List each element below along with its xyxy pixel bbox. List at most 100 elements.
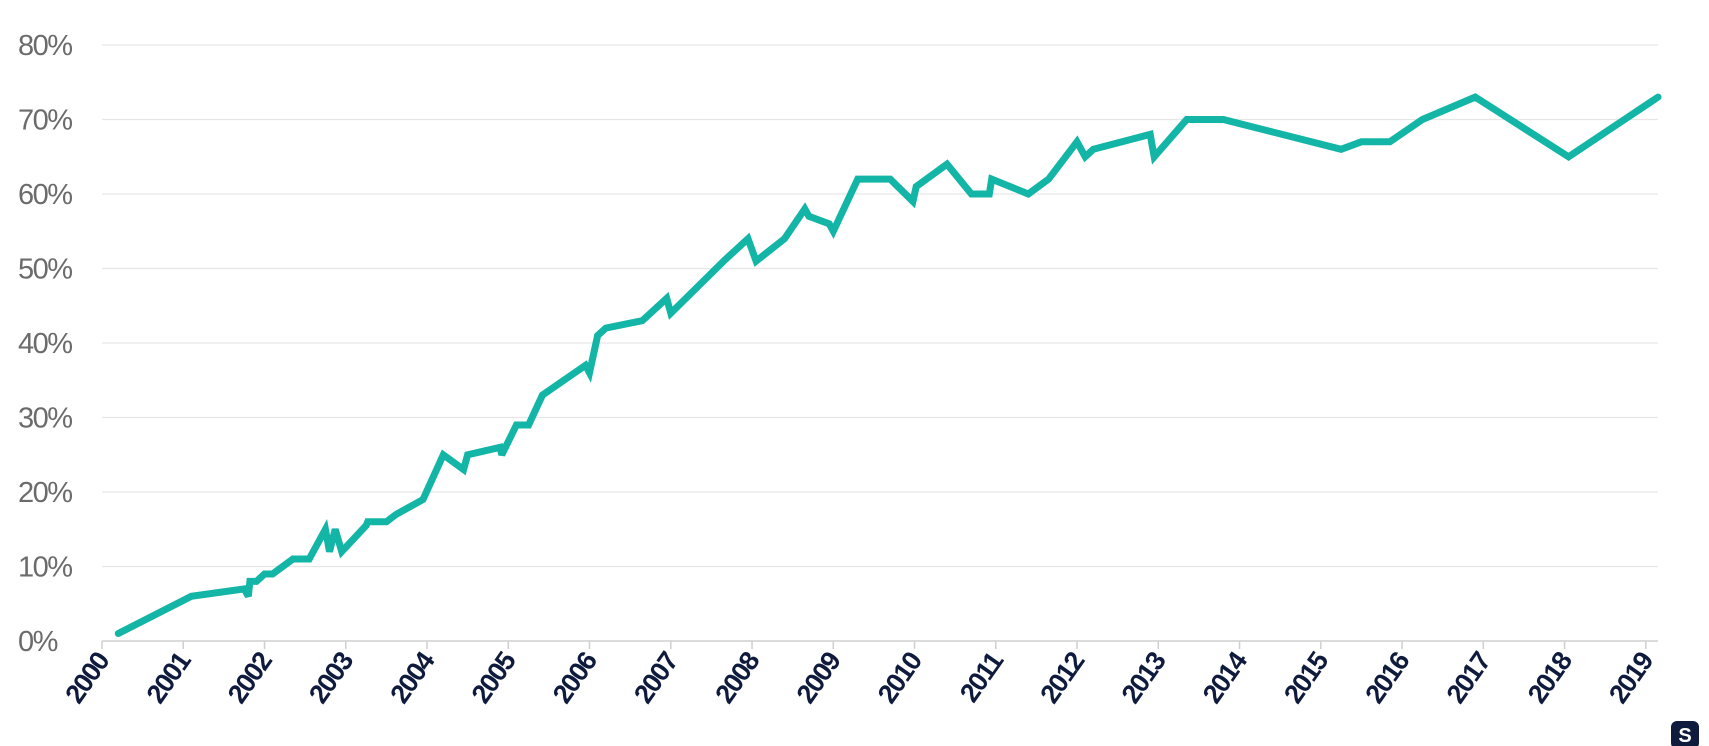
brand-logo-icon: S: [1671, 721, 1699, 746]
data-point: [804, 208, 806, 210]
x-tick-label: 2016: [1359, 646, 1415, 709]
data-point: [385, 521, 387, 523]
data-point: [1474, 96, 1476, 98]
data-point: [970, 193, 972, 195]
data-point: [589, 372, 590, 374]
x-tick-label: 2018: [1522, 646, 1578, 709]
data-point: [367, 521, 369, 523]
data-point: [857, 178, 859, 180]
y-tick-label: 20%: [18, 477, 72, 509]
data-point: [670, 312, 672, 314]
data-point: [1389, 141, 1391, 143]
data-point: [467, 454, 469, 456]
x-tick-label: 2017: [1441, 647, 1497, 709]
series-layer: [114, 93, 1662, 637]
data-point: [755, 260, 757, 262]
data-point: [243, 588, 245, 590]
data-point: [597, 335, 599, 337]
data-point: [264, 573, 265, 575]
logo-text: S: [1678, 725, 1691, 746]
data-point: [422, 499, 424, 500]
x-tick-label: 2012: [1034, 647, 1090, 709]
data-point: [292, 558, 294, 560]
data-point: [747, 238, 749, 240]
data-point: [255, 580, 257, 582]
gridlines: [102, 44, 1658, 568]
x-tick-label: 2004: [384, 646, 440, 709]
data-point: [1657, 96, 1659, 98]
data-point: [1568, 156, 1570, 158]
x-axis: 2000 2001 2002 2003 2004 2005 2006 2007 2008 2009…: [59, 640, 1660, 709]
data-point: [1084, 156, 1086, 158]
data-point: [365, 525, 367, 526]
data-point: [395, 513, 397, 515]
data-point: [784, 238, 785, 240]
x-tick-label: 2000: [59, 647, 115, 709]
data-point: [334, 528, 336, 530]
data-point: [1149, 133, 1151, 135]
data-point: [442, 454, 444, 456]
x-tick-label: 2006: [547, 646, 603, 709]
data-point: [1421, 119, 1423, 120]
data-point: [341, 551, 343, 553]
data-point: [1048, 178, 1050, 180]
logo-badge: [1671, 721, 1699, 746]
y-tick-label: 70%: [18, 105, 72, 137]
data-point: [324, 528, 326, 530]
data-point: [499, 446, 501, 448]
data-point: [249, 580, 251, 582]
x-tick-label: 2019: [1603, 646, 1659, 709]
data-point: [912, 200, 914, 202]
data-point: [585, 364, 586, 366]
data-point: [541, 394, 543, 396]
data-point: [666, 297, 668, 299]
data-point: [641, 320, 643, 322]
data-point: [463, 469, 465, 471]
data-point: [501, 454, 503, 456]
y-tick-label: 40%: [18, 328, 72, 360]
data-point: [889, 178, 891, 180]
y-tick-label: 50%: [18, 254, 72, 286]
data-point: [1186, 119, 1188, 120]
x-tick-label: 2003: [303, 646, 359, 709]
data-point: [808, 215, 810, 217]
data-point: [190, 595, 192, 597]
data-point: [1340, 148, 1342, 150]
data-point: [988, 193, 990, 195]
data-point: [723, 260, 725, 262]
y-axis-tick-labels: 0% 10% 20% 30% 40% 50% 60% 70% 80%: [18, 30, 74, 658]
data-point: [308, 558, 310, 560]
y-tick-label: 10%: [18, 552, 72, 584]
x-tick-label: 2009: [791, 646, 847, 709]
data-point: [1360, 141, 1362, 143]
x-tick-label: 2011: [954, 646, 1010, 707]
x-tick-label: 2007: [628, 647, 684, 709]
data-point: [1153, 156, 1155, 158]
y-tick-label: 30%: [18, 403, 72, 435]
data-point: [528, 424, 530, 426]
x-tick-label: 2001: [141, 646, 197, 709]
data-point: [605, 327, 607, 329]
data-point: [828, 223, 830, 225]
data-point: [1076, 141, 1078, 143]
data-point: [272, 573, 274, 575]
data-point: [946, 163, 948, 165]
data-point: [832, 230, 834, 232]
data-point: [991, 178, 993, 180]
data-point: [1222, 119, 1224, 120]
y-tick-label: 80%: [18, 30, 72, 62]
data-point: [329, 551, 330, 553]
x-tick-label: 2014: [1197, 646, 1253, 709]
x-tick-label: 2013: [1116, 646, 1172, 709]
data-point: [247, 595, 249, 597]
data-point: [1027, 193, 1029, 195]
series-line: [114, 93, 1662, 637]
data-point: [915, 186, 917, 188]
x-tick-label: 2005: [466, 646, 522, 709]
data-point: [117, 633, 119, 634]
x-tick-label: 2015: [1278, 646, 1334, 709]
x-tick-label: 2010: [872, 647, 928, 709]
data-point: [515, 424, 517, 426]
x-tick-label: 2002: [222, 647, 278, 709]
